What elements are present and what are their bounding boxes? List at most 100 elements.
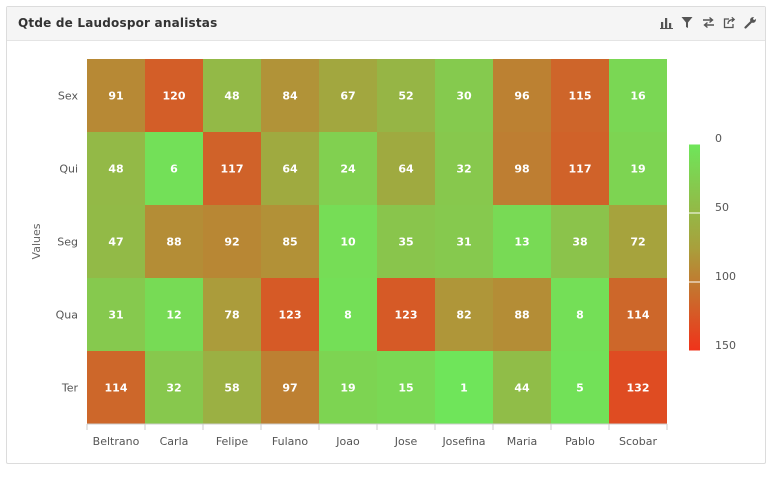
cell-value-label: 15 — [398, 382, 413, 395]
export-icon[interactable] — [722, 14, 736, 30]
heatmap-cell[interactable] — [87, 278, 145, 351]
x-tick-label: Beltrano — [93, 435, 140, 448]
heatmap-cell[interactable] — [261, 278, 319, 351]
heatmap-cell[interactable] — [609, 278, 667, 351]
heatmap-cell[interactable] — [493, 351, 551, 424]
heatmap-cell[interactable] — [87, 132, 145, 205]
cell-value-label: 64 — [282, 163, 298, 176]
heatmap-cell[interactable] — [377, 59, 435, 132]
panel-toolbar — [659, 14, 757, 30]
heatmap-cell[interactable] — [203, 278, 261, 351]
heatmap-cell[interactable] — [203, 351, 261, 424]
heatmap-cell[interactable] — [319, 278, 377, 351]
heatmap-cell[interactable] — [261, 351, 319, 424]
bar-chart-icon[interactable] — [659, 14, 673, 30]
legend-tick-label: 50 — [715, 201, 729, 214]
cell-value-label: 117 — [569, 163, 592, 176]
cell-value-label: 78 — [224, 309, 239, 322]
heatmap-cell[interactable] — [377, 132, 435, 205]
cell-value-label: 10 — [340, 236, 356, 249]
heatmap-cell[interactable] — [377, 278, 435, 351]
heatmap-cell[interactable] — [377, 351, 435, 424]
cell-value-label: 114 — [627, 309, 650, 322]
heatmap-cell[interactable] — [493, 205, 551, 278]
heatmap-cell[interactable] — [203, 132, 261, 205]
heatmap-cell[interactable] — [609, 351, 667, 424]
cell-value-label: 96 — [514, 90, 530, 103]
heatmap-cell[interactable] — [551, 351, 609, 424]
heatmap-cell[interactable] — [551, 278, 609, 351]
swap-icon[interactable] — [701, 14, 715, 30]
heatmap-cell[interactable] — [493, 278, 551, 351]
x-tick-label: Scobar — [619, 435, 657, 448]
heatmap-cell[interactable] — [319, 59, 377, 132]
heatmap-cell[interactable] — [435, 278, 493, 351]
cell-value-label: 52 — [398, 90, 413, 103]
heatmap-cell[interactable] — [145, 59, 203, 132]
y-tick-label: Ter — [61, 382, 79, 395]
heatmap-cell[interactable] — [145, 278, 203, 351]
cell-value-label: 32 — [456, 163, 471, 176]
x-tick-label: Josefina — [441, 435, 485, 448]
heatmap-cell[interactable] — [319, 205, 377, 278]
cell-value-label: 6 — [170, 163, 178, 176]
heatmap-cell[interactable] — [145, 351, 203, 424]
color-legend-bar — [689, 144, 700, 351]
cell-value-label: 67 — [340, 90, 355, 103]
heatmap-cell[interactable] — [261, 59, 319, 132]
heatmap-cell[interactable] — [551, 205, 609, 278]
y-tick-label: Seg — [57, 236, 78, 249]
heatmap-cell[interactable] — [261, 132, 319, 205]
heatmap-cell[interactable] — [319, 132, 377, 205]
cell-value-label: 47 — [108, 236, 123, 249]
cell-value-label: 88 — [514, 309, 529, 322]
heatmap-cell[interactable] — [145, 205, 203, 278]
cell-value-label: 31 — [456, 236, 471, 249]
heatmap-cell[interactable] — [435, 351, 493, 424]
x-tick-label: Jose — [394, 435, 418, 448]
heatmap-cell[interactable] — [435, 59, 493, 132]
cell-value-label: 38 — [572, 236, 587, 249]
heatmap-cell[interactable] — [87, 351, 145, 424]
heatmap-cell[interactable] — [609, 205, 667, 278]
cell-value-label: 123 — [279, 309, 302, 322]
panel-header: Qtde de Laudospor analistas — [7, 7, 765, 41]
cell-value-label: 19 — [630, 163, 645, 176]
heatmap-cell[interactable] — [551, 59, 609, 132]
cell-value-label: 85 — [282, 236, 297, 249]
heatmap-cell[interactable] — [203, 205, 261, 278]
cell-value-label: 8 — [576, 309, 584, 322]
cell-value-label: 97 — [282, 382, 297, 395]
heatmap-cell[interactable] — [145, 132, 203, 205]
wrench-icon[interactable] — [743, 14, 757, 30]
cell-value-label: 48 — [224, 90, 239, 103]
heatmap-cell[interactable] — [377, 205, 435, 278]
cell-value-label: 31 — [108, 309, 123, 322]
chart-panel: Qtde de Laudospor analistas — [6, 6, 766, 464]
x-tick-label: Felipe — [216, 435, 249, 448]
legend-tick-label: 100 — [715, 270, 736, 283]
cell-value-label: 114 — [105, 382, 128, 395]
heatmap-cell[interactable] — [203, 59, 261, 132]
heatmap-cell[interactable] — [87, 205, 145, 278]
heatmap-cell[interactable] — [609, 132, 667, 205]
cell-value-label: 82 — [456, 309, 471, 322]
y-tick-label: Qua — [56, 309, 78, 322]
heatmap-cell[interactable] — [319, 351, 377, 424]
heatmap-cell[interactable] — [87, 59, 145, 132]
heatmap-cell[interactable] — [435, 132, 493, 205]
cell-value-label: 88 — [166, 236, 181, 249]
heatmap-cell[interactable] — [435, 205, 493, 278]
cell-value-label: 32 — [166, 382, 181, 395]
heatmap-cell[interactable] — [493, 59, 551, 132]
heatmap-cell[interactable] — [551, 132, 609, 205]
heatmap-cell[interactable] — [493, 132, 551, 205]
cell-value-label: 120 — [163, 90, 186, 103]
filter-icon[interactable] — [680, 14, 694, 30]
cell-value-label: 8 — [344, 309, 352, 322]
heatmap-cell[interactable] — [609, 59, 667, 132]
cell-value-label: 58 — [224, 382, 239, 395]
cell-value-label: 84 — [282, 90, 298, 103]
heatmap-cell[interactable] — [261, 205, 319, 278]
